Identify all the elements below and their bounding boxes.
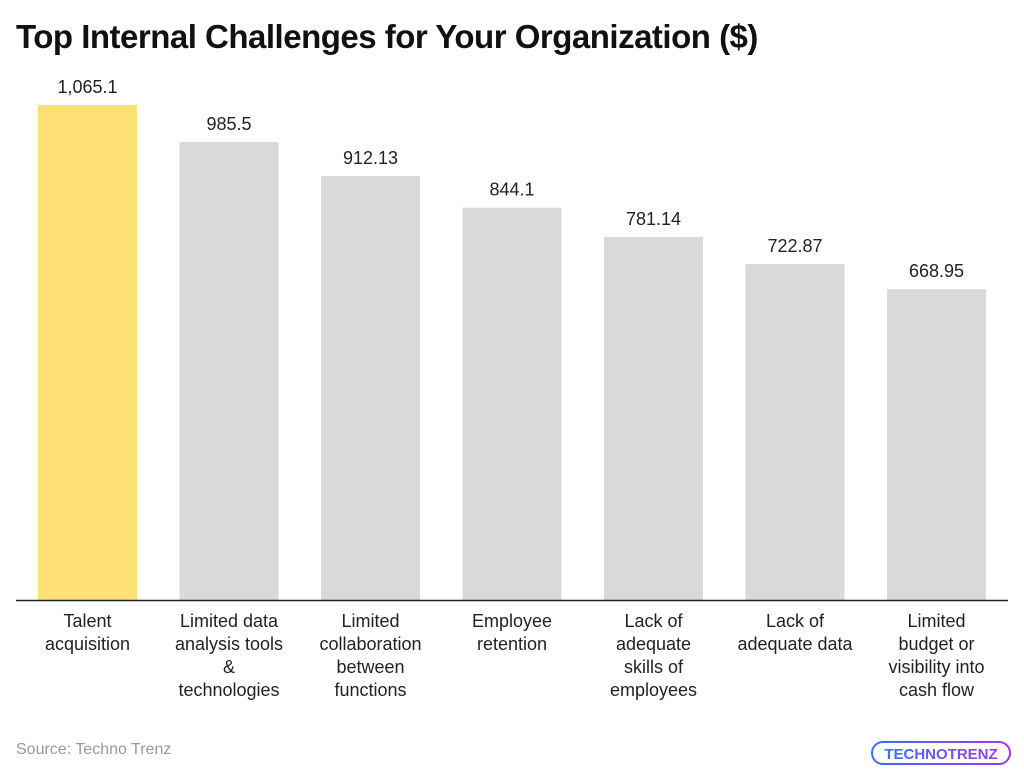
data-label: 844.1: [489, 180, 534, 200]
category-label: Talent: [63, 611, 111, 631]
bar: [745, 264, 845, 600]
category-label: visibility into: [888, 657, 984, 677]
bar: [462, 207, 562, 600]
bar: [321, 176, 420, 601]
svg-text:TECHNOTRENZ: TECHNOTRENZ: [884, 746, 997, 763]
category-label: Employee: [472, 611, 552, 631]
bar: [38, 105, 137, 600]
data-label: 912.13: [343, 148, 398, 168]
category-label: retention: [477, 634, 547, 654]
category-label: collaboration: [319, 634, 421, 654]
bar: [887, 289, 986, 600]
bar: [179, 141, 279, 600]
category-label: functions: [334, 680, 406, 700]
technotrenz-logo: TECHNOTRENZ: [871, 741, 1011, 765]
category-label: employees: [610, 680, 697, 700]
category-label: adequate: [616, 634, 691, 654]
category-label: Lack of: [624, 611, 683, 631]
data-label: 781.14: [626, 209, 681, 229]
category-label: &: [223, 657, 235, 677]
category-label: cash flow: [899, 680, 975, 700]
category-label: Limited data: [180, 611, 279, 631]
category-label: analysis tools: [175, 634, 283, 654]
data-label: 722.87: [767, 236, 822, 256]
bar-chart: 1,065.1 Talent acquisition 985.5 Limited dat…: [16, 77, 1008, 700]
category-label: skills of: [624, 657, 684, 677]
chart-title: Top Internal Challenges for Your Organiz…: [16, 18, 758, 55]
category-label: technologies: [178, 680, 279, 700]
data-label: 985.5: [206, 114, 251, 134]
data-label: 668.95: [909, 261, 964, 281]
category-label: acquisition: [45, 634, 130, 654]
category-label: between: [336, 657, 404, 677]
category-label: Limited: [341, 611, 399, 631]
category-label: Lack of: [766, 611, 825, 631]
category-label: adequate data: [737, 634, 853, 654]
bar: [604, 236, 703, 601]
category-label: Limited: [907, 611, 965, 631]
source-note: Source: Techno Trenz: [16, 741, 172, 758]
data-label: 1,065.1: [57, 77, 117, 97]
category-label: budget or: [898, 634, 974, 654]
